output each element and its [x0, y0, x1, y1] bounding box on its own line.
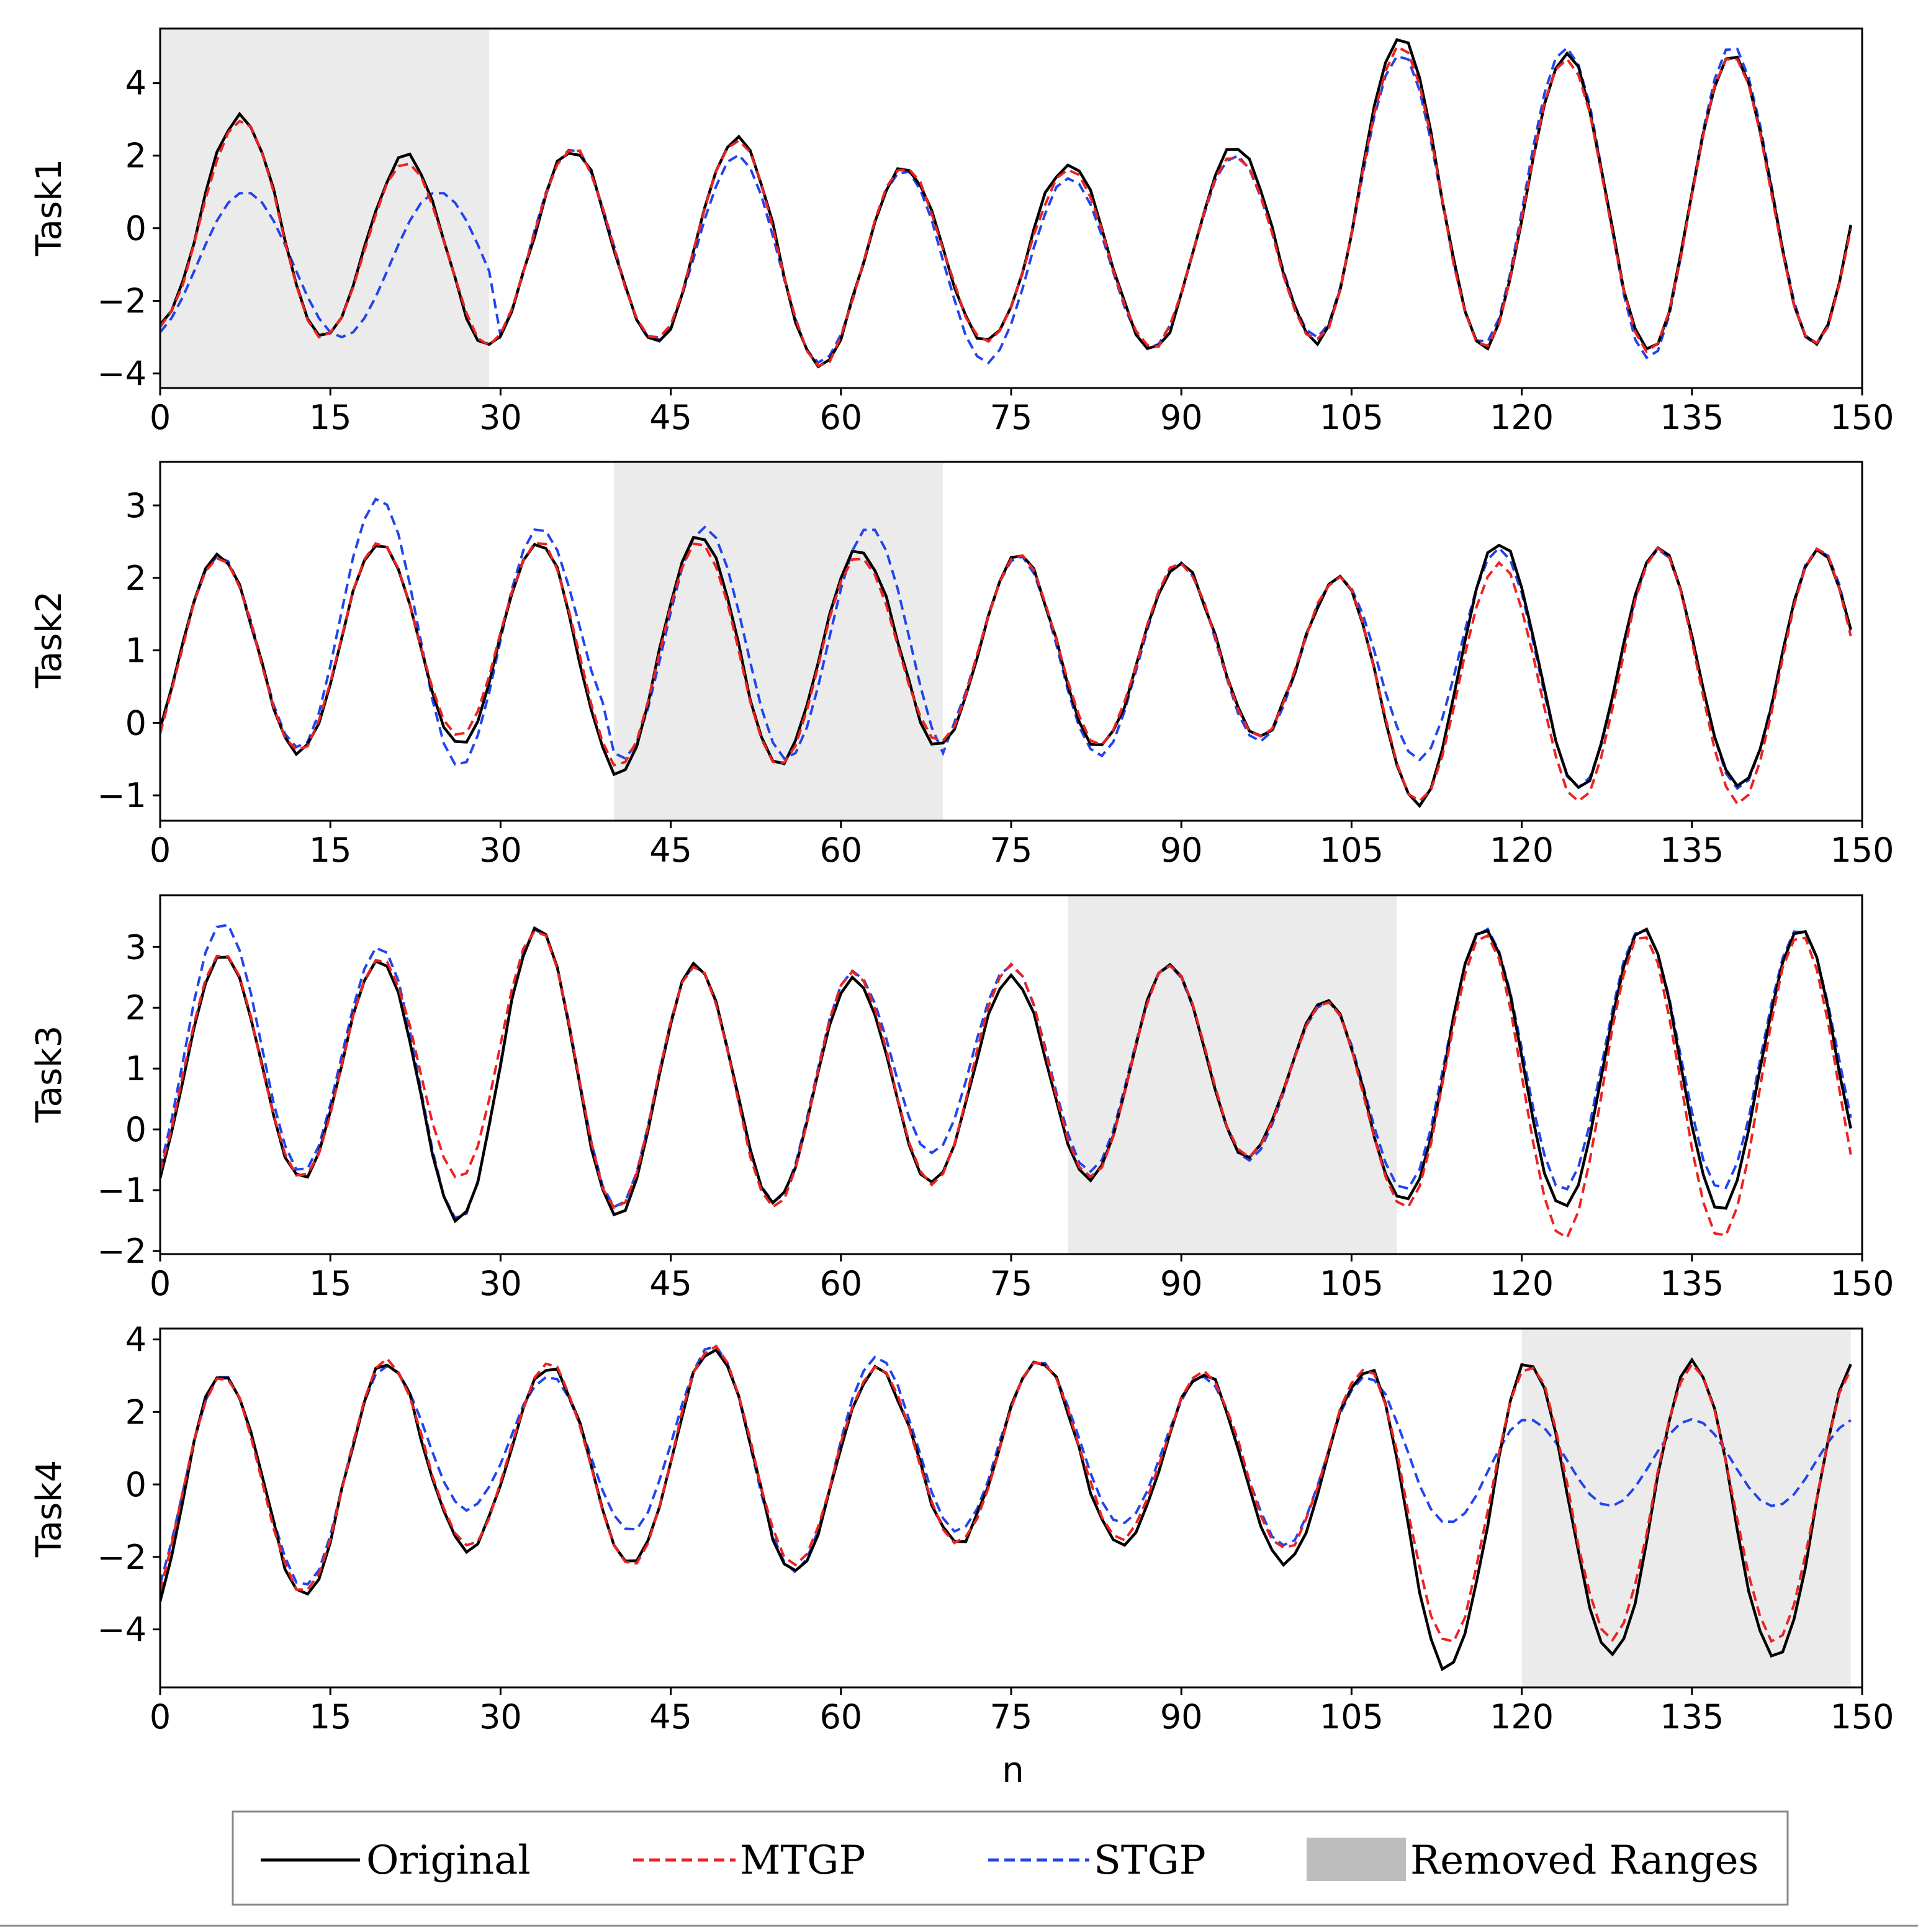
panel-3-xtick-label-90: 90 [1160, 1264, 1203, 1303]
panel-2-xtick-label-150: 150 [1830, 831, 1894, 870]
panel-3-xtick-label-60: 60 [819, 1264, 862, 1303]
panel-3-xtick-label-105: 105 [1320, 1264, 1384, 1303]
panel-4-series [160, 1344, 1852, 1671]
panel-3-original-line [160, 926, 1852, 1224]
panel-2-xtick-label-90: 90 [1160, 831, 1203, 870]
panel-1-ytick-label-4: 4 [125, 64, 146, 103]
panel-4-xtick-label-120: 120 [1490, 1697, 1554, 1736]
panel-3-ytick-label-1: 1 [125, 1049, 146, 1088]
panel-4-xtick-label-150: 150 [1830, 1697, 1894, 1736]
panel-3-xtick-label-75: 75 [990, 1264, 1033, 1303]
panel-task1: Task1 0 15 30 45 60 75 90 105 120 135 150 −4 −2 0 2 4 [29, 27, 1894, 437]
panel-1-xtick-label-120: 120 [1490, 398, 1554, 437]
panel-4-removed-range [1521, 1329, 1851, 1687]
panel-2-xtick-label-15: 15 [309, 831, 352, 870]
panel-4-ytick-label-0: 0 [125, 1465, 146, 1504]
panel-2-original-line [160, 536, 1852, 808]
panel-1-ylabel: Task1 [29, 159, 70, 257]
panel-4-mtgp-line [160, 1344, 1852, 1643]
panel-1-ytick-label--4: −4 [97, 354, 146, 394]
panel-2-ytick-label-3: 3 [125, 486, 146, 525]
panel-2-mtgp-line [160, 541, 1852, 806]
legend-removed-label: Removed Ranges [1410, 1838, 1758, 1884]
panel-4-ylabel: Task4 [29, 1460, 70, 1558]
legend-removed-swatch [1307, 1838, 1406, 1881]
panel-4-xtick-label-75: 75 [990, 1697, 1033, 1736]
panel-2-ylabel: Task2 [29, 591, 70, 689]
panel-3-ytick-label--1: −1 [97, 1171, 146, 1210]
panel-2-ytick-label-2: 2 [125, 559, 146, 598]
panel-4-xtick-label-60: 60 [819, 1697, 862, 1736]
panel-2-xtick-label-120: 120 [1490, 831, 1554, 870]
panel-3-ylabel: Task3 [29, 1026, 70, 1124]
panel-4-xtick-label-90: 90 [1160, 1697, 1203, 1736]
panel-task3: Task3 0 15 30 45 60 75 90 105 120 135 150 −2 −1 0 1 2 3 [29, 894, 1894, 1303]
panel-2-xtick-label-30: 30 [479, 831, 522, 870]
panel-1-mtgp-line [160, 45, 1852, 368]
panel-2-xtick-label-105: 105 [1320, 831, 1384, 870]
legend-original-label: Original [366, 1838, 531, 1884]
legend: Original MTGP STGP Removed Ranges [232, 1810, 1789, 1906]
panel-2-series [160, 497, 1852, 808]
legend-mtgp-label: MTGP [740, 1838, 865, 1884]
legend-frame [232, 1810, 1789, 1906]
panel-3-series [160, 923, 1852, 1240]
panel-1-ytick-label-0: 0 [125, 209, 146, 248]
panel-3-ytick-label--2: −2 [97, 1232, 146, 1271]
panel-1-ytick-label--2: −2 [97, 282, 146, 321]
panel-4-ytick-label--4: −4 [97, 1610, 146, 1650]
panel-1-xtick-label-90: 90 [1160, 398, 1203, 437]
panel-4-ytick-label-4: 4 [125, 1320, 146, 1360]
panel-1-xtick-label-105: 105 [1320, 398, 1384, 437]
panel-3-ytick-label-0: 0 [125, 1110, 146, 1149]
panel-1-xtick-label-60: 60 [819, 398, 862, 437]
panel-3-ytick-label-3: 3 [125, 928, 146, 967]
panel-1-xtick-label-135: 135 [1660, 398, 1724, 437]
panel-3-xtick-label-30: 30 [479, 1264, 522, 1303]
panel-2-ytick-label-1: 1 [125, 631, 146, 670]
panel-3-xtick-label-135: 135 [1660, 1264, 1724, 1303]
panel-task4: Task4 0 15 30 45 60 75 90 105 120 135 150 −4 −2 0 2 4 [29, 1320, 1894, 1736]
panel-3-ytick-label-2: 2 [125, 988, 146, 1027]
panel-2-xtick-label-0: 0 [150, 831, 171, 870]
panel-4-ytick-label-2: 2 [125, 1393, 146, 1432]
panel-4-xtick-label-15: 15 [309, 1697, 352, 1736]
panel-1-xtick-label-45: 45 [649, 398, 692, 437]
panel-2-ytick-label-0: 0 [125, 703, 146, 743]
panel-1-xtick-label-0: 0 [150, 398, 171, 437]
panel-4-xtick-label-45: 45 [649, 1697, 692, 1736]
panel-1-stgp-line [160, 46, 1852, 365]
panel-4-xtick-label-105: 105 [1320, 1697, 1384, 1736]
panel-2-plot-area [160, 462, 1862, 821]
panel-3-xtick-label-150: 150 [1830, 1264, 1894, 1303]
panel-4-xtick-label-0: 0 [150, 1697, 171, 1736]
panel-3-xtick-label-15: 15 [309, 1264, 352, 1303]
panel-1-series [160, 38, 1852, 369]
panel-2-xtick-label-60: 60 [819, 831, 862, 870]
legend-stgp-label: STGP [1094, 1838, 1206, 1884]
x-axis-label: n [1002, 1750, 1024, 1790]
panel-1-xtick-label-150: 150 [1830, 398, 1894, 437]
panel-4-xtick-label-135: 135 [1660, 1697, 1724, 1736]
panel-2-ytick-label--1: −1 [97, 776, 146, 815]
panel-4-ytick-label--2: −2 [97, 1538, 146, 1577]
panel-3-xtick-label-0: 0 [150, 1264, 171, 1303]
panel-2-xtick-label-45: 45 [649, 831, 692, 870]
panel-3-xtick-label-45: 45 [649, 1264, 692, 1303]
panel-3-mtgp-line [160, 929, 1852, 1240]
panel-1-xtick-label-75: 75 [990, 398, 1033, 437]
panel-2-xtick-label-135: 135 [1660, 831, 1724, 870]
panel-1-xtick-label-15: 15 [309, 398, 352, 437]
panel-3-xtick-label-120: 120 [1490, 1264, 1554, 1303]
panel-1-xtick-label-30: 30 [479, 398, 522, 437]
panel-1-ytick-label-2: 2 [125, 137, 146, 176]
panel-2-xtick-label-75: 75 [990, 831, 1033, 870]
panel-3-removed-range [1068, 895, 1397, 1254]
panel-4-xtick-label-30: 30 [479, 1697, 522, 1736]
